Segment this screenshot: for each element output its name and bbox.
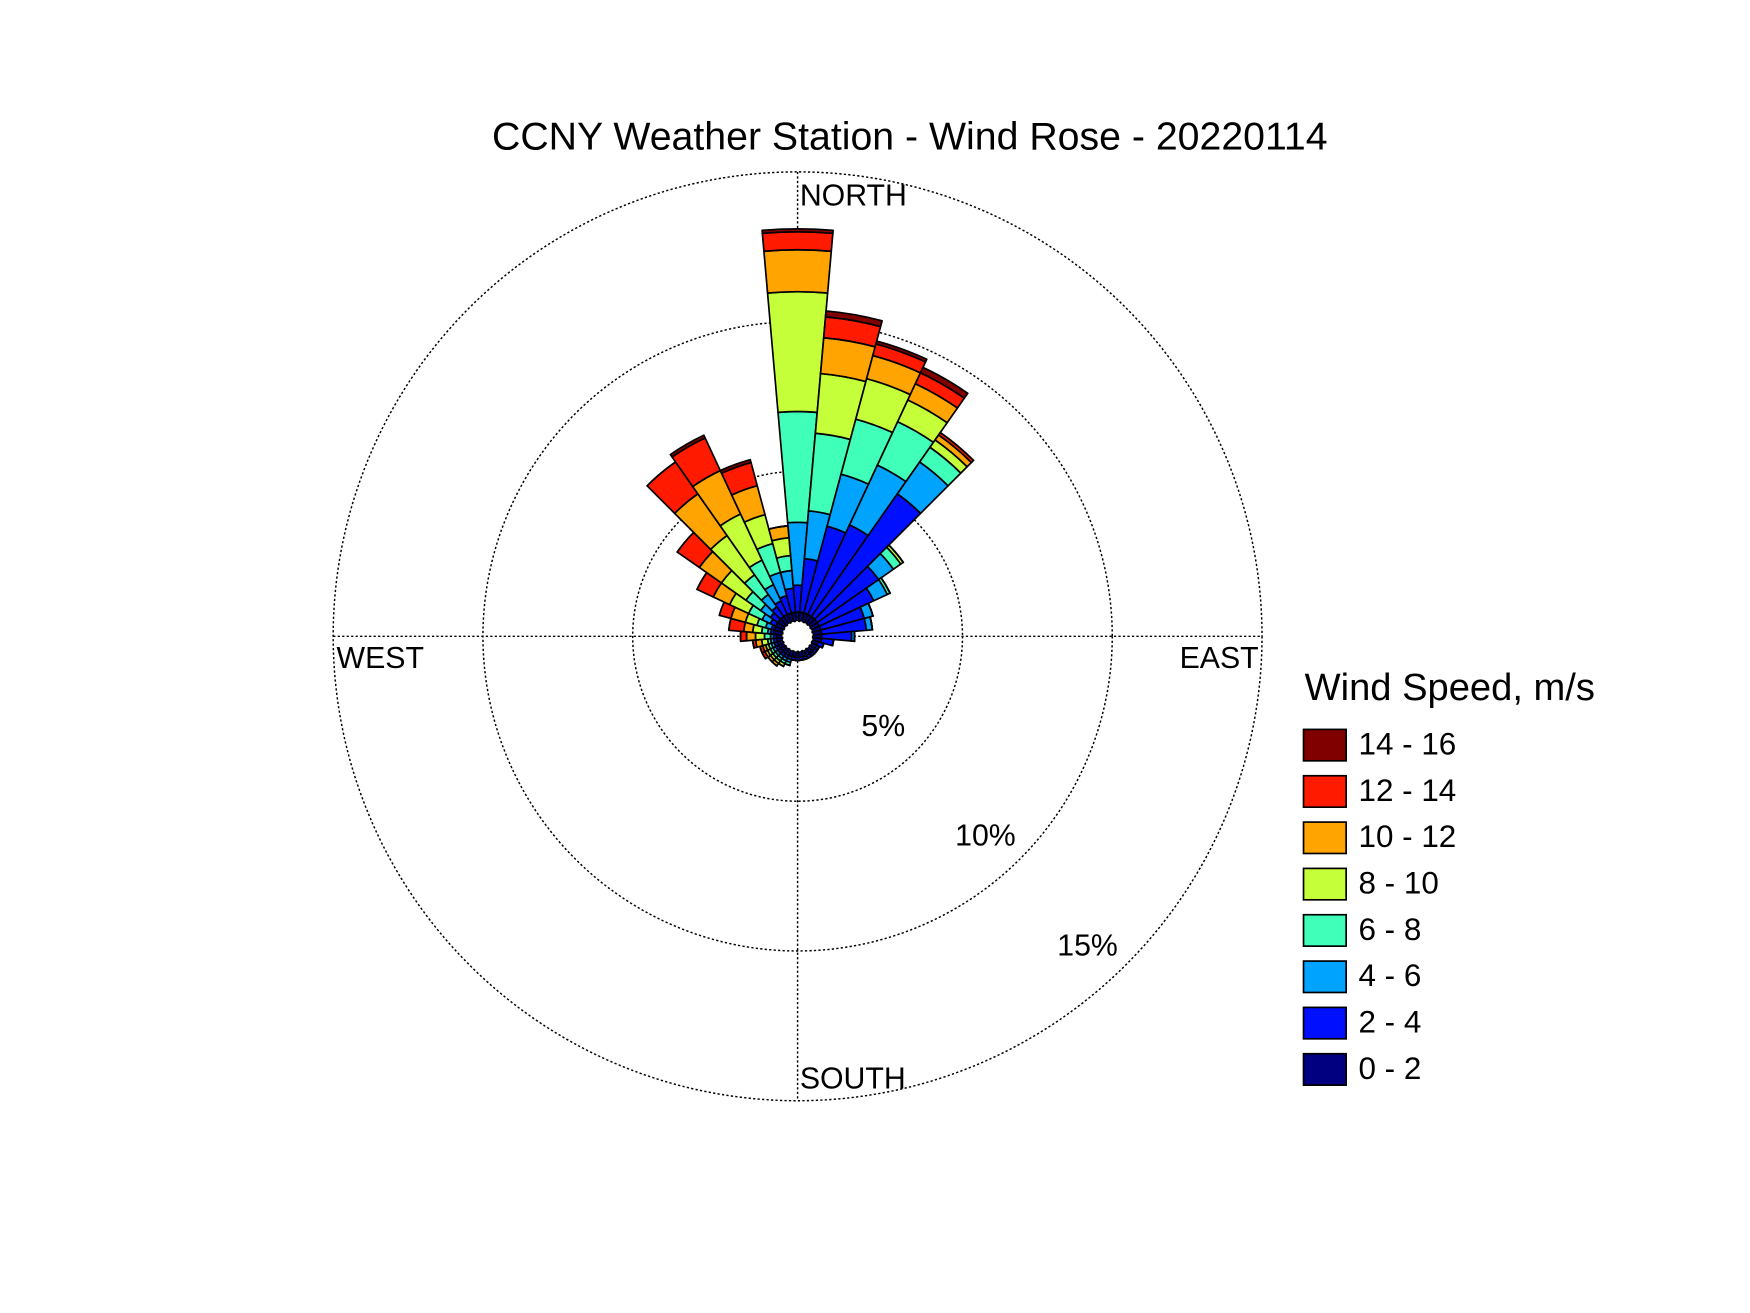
legend-title: Wind Speed, m/s <box>1305 666 1595 709</box>
legend-label: 14 - 16 <box>1358 727 1456 762</box>
bar-segment <box>719 458 752 475</box>
legend-swatch <box>1302 821 1347 855</box>
bar-segment <box>919 366 969 400</box>
compass-label: SOUTH <box>800 1063 906 1096</box>
bar-segment <box>763 248 833 294</box>
legend-label: 2 - 4 <box>1358 1005 1421 1040</box>
legend-label: 12 - 14 <box>1358 773 1456 808</box>
bar-segment <box>867 602 874 617</box>
bar-segment <box>669 434 706 458</box>
legend-swatch <box>1302 1006 1347 1040</box>
compass-label: WEST <box>337 642 424 675</box>
legend-swatch <box>1302 867 1347 901</box>
bar-segment <box>831 638 835 647</box>
bar-segment <box>939 431 975 462</box>
r-tick-label: 15% <box>1057 929 1118 962</box>
legend-label: 6 - 8 <box>1358 912 1421 947</box>
legend-label: 8 - 10 <box>1358 866 1438 901</box>
bar-segment <box>821 642 825 649</box>
legend-swatch <box>1302 960 1347 994</box>
bar-segment <box>875 340 928 363</box>
legend-swatch <box>1302 1052 1347 1086</box>
legend-label: 10 - 12 <box>1358 819 1456 854</box>
chart-title: CCNY Weather Station - Wind Rose - 20220… <box>492 115 1328 159</box>
compass-label: NORTH <box>800 180 907 213</box>
bar-segment <box>768 524 789 530</box>
bar-segment <box>761 231 834 253</box>
grid-circle <box>332 171 1263 1102</box>
legend-label: 0 - 2 <box>1358 1051 1421 1086</box>
legend-swatch <box>1302 913 1347 947</box>
bar-segment <box>880 576 891 595</box>
compass-label: EAST <box>1180 642 1259 675</box>
legend-swatch <box>1302 774 1347 808</box>
r-tick-label: 10% <box>955 820 1016 853</box>
r-tick-label: 5% <box>861 710 905 743</box>
legend-swatch <box>1302 728 1347 762</box>
bar-segment <box>824 310 883 328</box>
center-hole <box>781 620 814 653</box>
bar-segment <box>869 616 874 631</box>
bars <box>646 228 975 668</box>
bar-segment <box>887 544 905 564</box>
legend-label: 4 - 6 <box>1358 958 1421 993</box>
bar-segment <box>761 228 834 235</box>
